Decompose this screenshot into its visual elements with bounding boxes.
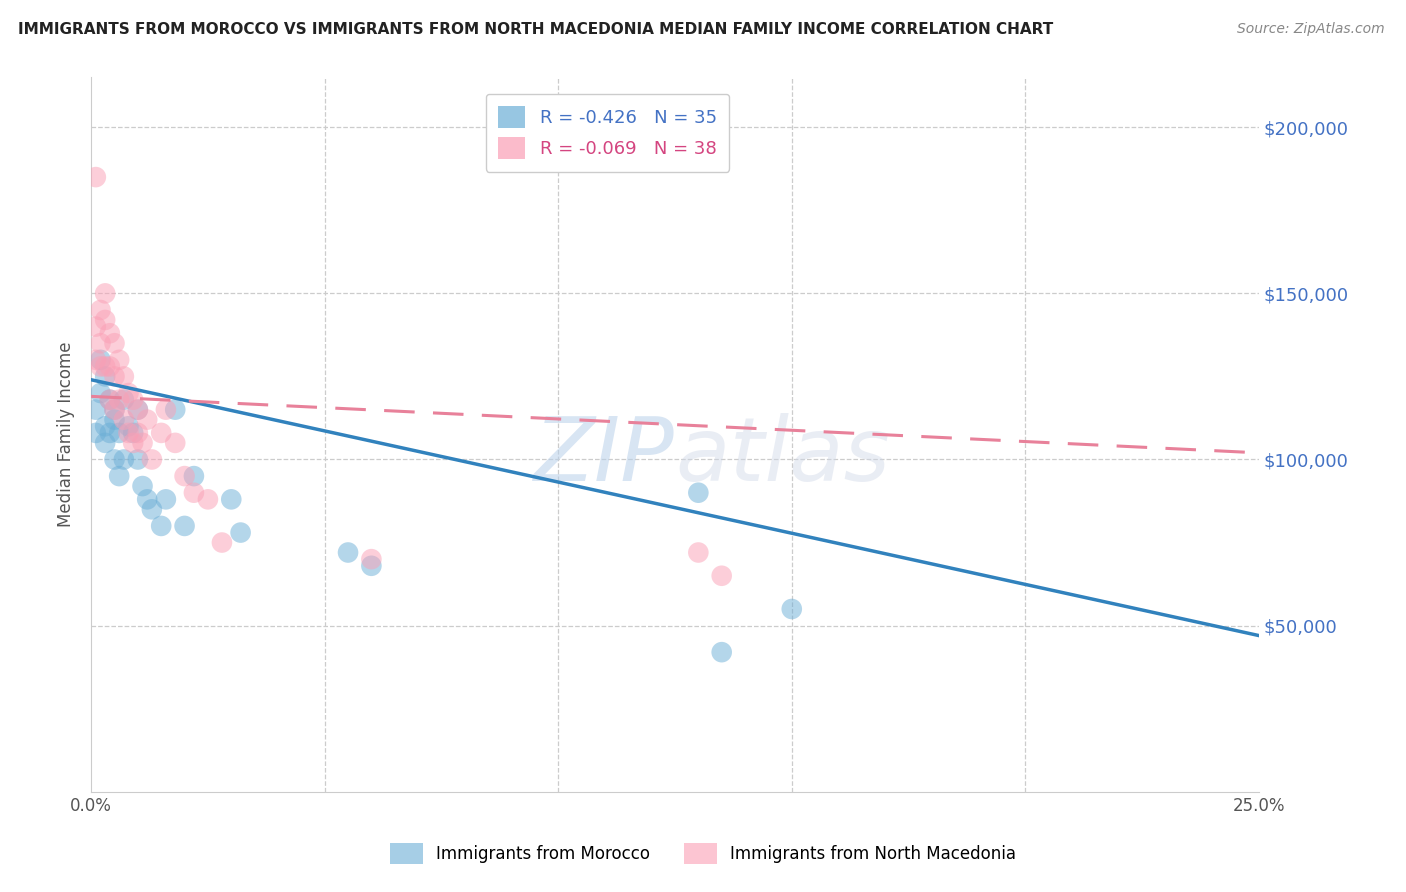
Point: [127, 425, 149, 440]
Point: [112, 412, 135, 426]
Point: [94, 369, 117, 384]
Point: [688, 545, 710, 559]
Point: [117, 419, 139, 434]
Point: [197, 492, 219, 507]
Point: [112, 452, 135, 467]
Point: [136, 412, 159, 426]
Point: [155, 492, 177, 507]
Text: Source: ZipAtlas.com: Source: ZipAtlas.com: [1237, 22, 1385, 37]
Point: [89, 303, 111, 318]
Point: [173, 519, 195, 533]
Point: [108, 425, 131, 440]
Text: atlas: atlas: [675, 413, 890, 499]
Point: [89, 336, 111, 351]
Point: [122, 392, 145, 407]
Point: [127, 402, 149, 417]
Point: [141, 452, 163, 467]
Point: [360, 558, 382, 573]
Point: [89, 352, 111, 367]
Point: [98, 392, 121, 407]
Point: [108, 469, 131, 483]
Point: [89, 386, 111, 401]
Point: [84, 402, 107, 417]
Point: [688, 485, 710, 500]
Point: [155, 402, 177, 417]
Point: [94, 419, 117, 434]
Point: [84, 352, 107, 367]
Point: [131, 435, 153, 450]
Point: [131, 479, 153, 493]
Point: [141, 502, 163, 516]
Point: [183, 469, 205, 483]
Point: [219, 492, 242, 507]
Point: [98, 326, 121, 341]
Point: [173, 469, 195, 483]
Legend: Immigrants from Morocco, Immigrants from North Macedonia: Immigrants from Morocco, Immigrants from…: [382, 837, 1024, 871]
Point: [150, 519, 173, 533]
Point: [117, 386, 139, 401]
Point: [337, 545, 360, 559]
Point: [165, 435, 187, 450]
Text: ZIP: ZIP: [534, 413, 675, 499]
Point: [710, 568, 733, 582]
Y-axis label: Median Family Income: Median Family Income: [58, 342, 75, 527]
Point: [211, 535, 233, 549]
Point: [127, 402, 149, 417]
Point: [84, 425, 107, 440]
Text: IMMIGRANTS FROM MOROCCO VS IMMIGRANTS FROM NORTH MACEDONIA MEDIAN FAMILY INCOME : IMMIGRANTS FROM MOROCCO VS IMMIGRANTS FR…: [18, 22, 1053, 37]
Point: [84, 170, 107, 185]
Point: [136, 492, 159, 507]
Point: [94, 435, 117, 450]
Point: [103, 452, 125, 467]
Point: [122, 425, 145, 440]
Point: [103, 369, 125, 384]
Point: [183, 485, 205, 500]
Point: [360, 552, 382, 566]
Point: [108, 392, 131, 407]
Legend: R = -0.426   N = 35, R = -0.069   N = 38: R = -0.426 N = 35, R = -0.069 N = 38: [485, 94, 730, 172]
Point: [98, 359, 121, 374]
Point: [780, 602, 803, 616]
Point: [94, 313, 117, 327]
Point: [710, 645, 733, 659]
Point: [89, 359, 111, 374]
Point: [94, 359, 117, 374]
Point: [122, 435, 145, 450]
Point: [112, 392, 135, 407]
Point: [229, 525, 252, 540]
Point: [94, 286, 117, 301]
Point: [103, 336, 125, 351]
Point: [103, 412, 125, 426]
Point: [108, 352, 131, 367]
Point: [150, 425, 173, 440]
Point: [127, 452, 149, 467]
Point: [84, 319, 107, 334]
Point: [103, 402, 125, 417]
Point: [165, 402, 187, 417]
Point: [98, 392, 121, 407]
Point: [112, 369, 135, 384]
Point: [98, 425, 121, 440]
Point: [117, 425, 139, 440]
Point: [103, 402, 125, 417]
